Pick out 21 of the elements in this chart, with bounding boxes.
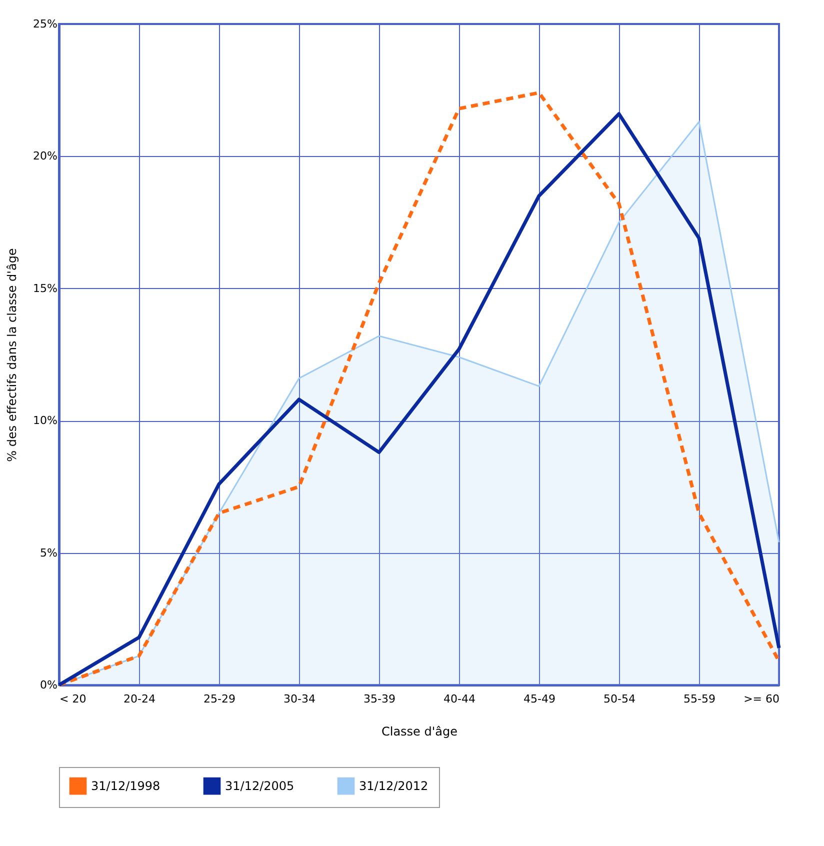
y-tick-label: 10% — [33, 414, 58, 428]
x-tick-label: 40-44 — [444, 692, 476, 706]
y-tick-label: 15% — [33, 282, 58, 295]
x-tick-label: < 20 — [60, 692, 86, 706]
y-tick-label: 25% — [33, 18, 58, 30]
x-tick-label: 55-59 — [684, 692, 716, 706]
x-tick-label: 50-54 — [604, 692, 636, 706]
y-axis-title: % des effectifs dans la classe d'âge — [5, 248, 20, 462]
x-axis-title: Classe d'âge — [381, 724, 458, 738]
y-tick-label: 5% — [40, 546, 58, 560]
x-tick-label: >= 60 — [744, 692, 780, 706]
y-tick-label: 20% — [33, 150, 58, 163]
y-tick-label: 0% — [40, 678, 58, 692]
x-tick-label: 20-24 — [124, 692, 156, 706]
x-tick-label: 35-39 — [364, 692, 396, 706]
legend-label: 31/12/2005 — [225, 779, 294, 794]
x-tick-label: 25-29 — [204, 692, 236, 706]
x-tick-label: 30-34 — [284, 692, 316, 706]
legend-label: 31/12/2012 — [359, 779, 428, 794]
x-tick-label: 45-49 — [524, 692, 556, 706]
legend-label: 31/12/1998 — [91, 779, 160, 794]
